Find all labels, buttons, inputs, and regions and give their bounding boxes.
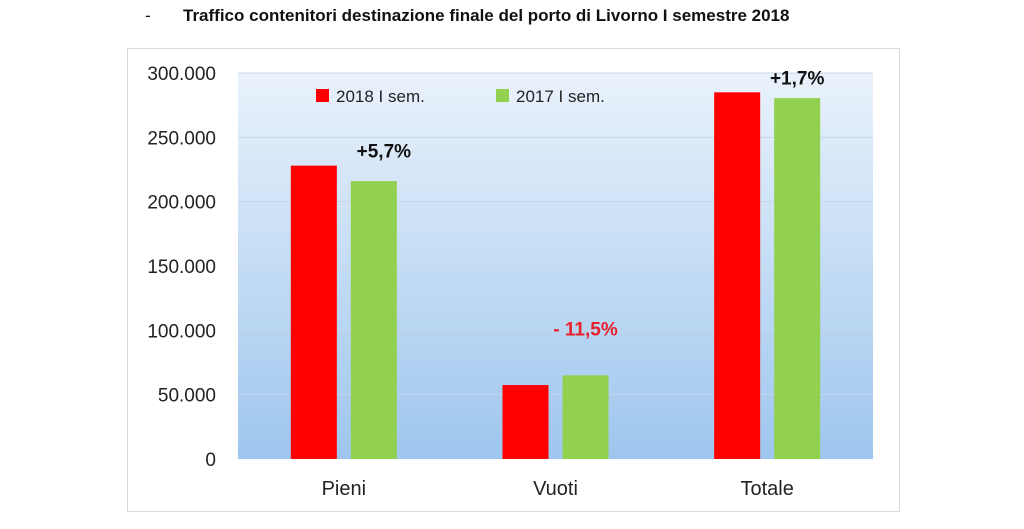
title-dash: - xyxy=(145,6,151,25)
legend-label: 2017 I sem. xyxy=(516,87,605,106)
bar-pieni-2018 xyxy=(290,165,337,459)
category-label: Pieni xyxy=(322,478,366,500)
chart-title-line: - Traffico contenitori destinazione final… xyxy=(145,4,789,28)
y-tick-label: 50.000 xyxy=(158,386,216,407)
y-tick-label: 200.000 xyxy=(147,193,216,214)
gridlines xyxy=(238,72,873,396)
bar-vuoti-2018 xyxy=(502,385,549,459)
bar-chart: 0 50.000 100.000 150.000 200.000 250.000 300.0… xyxy=(147,64,873,500)
x-axis-categories: Pieni Vuoti Totale xyxy=(322,478,794,500)
bar-totale-2018 xyxy=(714,92,761,460)
change-annotations: +5,7% - 11,5% +1,7% xyxy=(357,68,825,340)
bars xyxy=(290,92,821,460)
change-label: +1,7% xyxy=(770,68,825,89)
legend-swatch xyxy=(316,89,329,102)
legend-label: 2018 I sem. xyxy=(336,87,425,106)
y-tick-label: 250.000 xyxy=(147,128,216,149)
category-label: Vuoti xyxy=(533,478,578,500)
legend: 2018 I sem. 2017 I sem. xyxy=(316,87,605,106)
legend-swatch xyxy=(496,89,509,102)
category-label: Totale xyxy=(740,478,793,500)
bar-totale-2017 xyxy=(774,98,821,459)
chart-frame: 0 50.000 100.000 150.000 200.000 250.000 300.0… xyxy=(127,48,900,512)
change-label: - 11,5% xyxy=(553,319,618,340)
y-tick-label: 100.000 xyxy=(147,321,216,342)
y-tick-label: 300.000 xyxy=(147,64,216,85)
bar-vuoti-2017 xyxy=(562,375,609,459)
chart-title: Traffico contenitori destinazione finale… xyxy=(183,6,790,25)
y-axis-ticks: 0 50.000 100.000 150.000 200.000 250.000 300.0… xyxy=(147,64,216,471)
bar-pieni-2017 xyxy=(350,181,397,459)
y-tick-label: 150.000 xyxy=(147,257,216,278)
change-label: +5,7% xyxy=(357,142,412,163)
y-tick-label: 0 xyxy=(205,450,216,471)
